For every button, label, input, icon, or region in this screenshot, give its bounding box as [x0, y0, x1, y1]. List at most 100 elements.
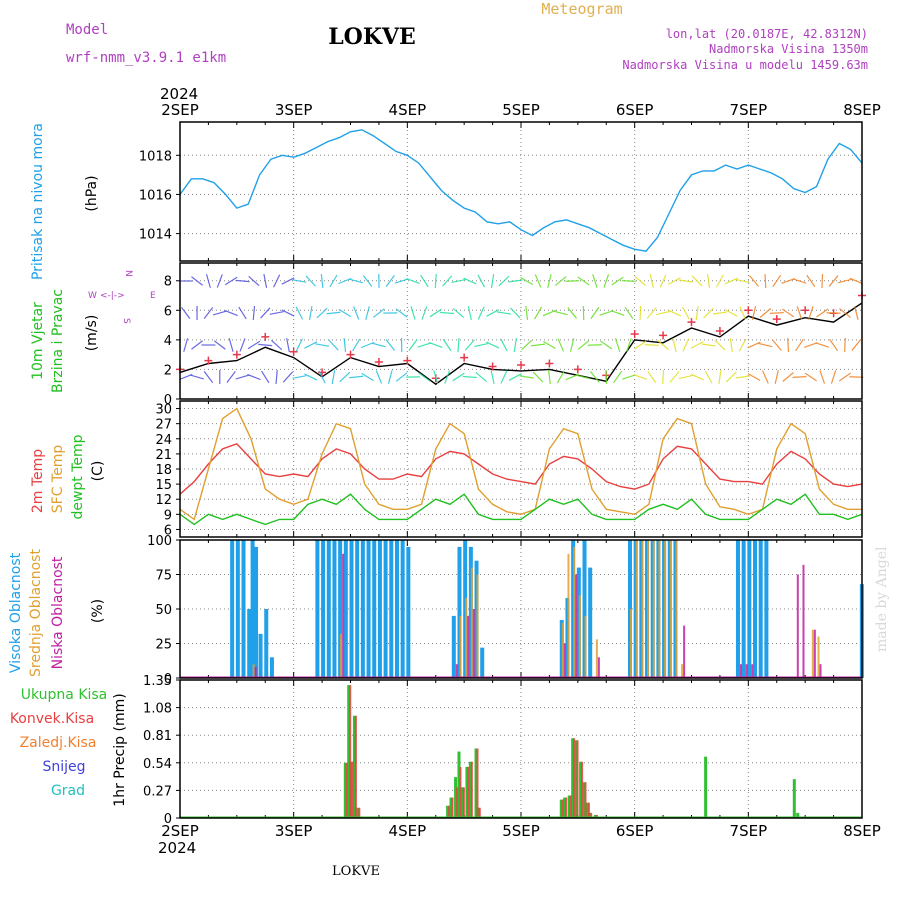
bar-convective — [478, 807, 481, 818]
bar-low — [739, 664, 742, 678]
model-name: wrf-nmm_v3.9.1 e1km — [66, 50, 226, 66]
wind-gust-marker — [403, 356, 412, 365]
bar-mid — [817, 636, 820, 678]
wind-gust-marker — [261, 332, 270, 341]
bar-convective — [573, 738, 576, 818]
precip-legend-label: Zaledj.Kisa — [20, 735, 97, 751]
bar-high — [250, 540, 255, 678]
y-tick-label: 6 — [164, 304, 172, 319]
bar-mid — [647, 540, 650, 678]
precip-unit: 1hr Precip (mm) — [112, 693, 128, 806]
compass-ew-arrow: <-|-> — [100, 291, 125, 301]
bar-total — [449, 797, 453, 818]
bar-high — [349, 540, 354, 678]
bar-mid — [669, 540, 672, 678]
wind-arrow — [599, 310, 614, 316]
wind-arrow — [838, 372, 852, 382]
wind-arrow — [703, 307, 714, 319]
wind-arrow — [271, 339, 283, 351]
wind-arrow — [839, 308, 851, 318]
wind-arrow — [804, 372, 817, 382]
wind-arrow — [622, 374, 636, 380]
bar-convective — [590, 812, 593, 818]
time-tick-label: 8SEP — [843, 101, 881, 119]
compass-e: E — [150, 291, 156, 301]
compass-n: N — [123, 270, 133, 277]
panel-frame — [179, 262, 863, 400]
bar-high — [343, 540, 348, 678]
y-tick-label: 0 — [164, 812, 172, 827]
bar-high — [377, 540, 382, 678]
wind-arrow — [349, 375, 364, 379]
bar-high — [451, 615, 456, 678]
y-tick-label: 75 — [155, 569, 172, 584]
wind-gust-marker — [204, 356, 213, 365]
bar-mid — [658, 540, 661, 678]
bar-mid — [652, 540, 655, 678]
time-tick-label: 3SEP — [275, 101, 313, 119]
wind-arrow — [774, 370, 779, 384]
wind-arrow — [577, 276, 590, 286]
bar-low — [802, 564, 805, 678]
bar-high — [258, 633, 263, 678]
bar-mid — [641, 540, 644, 678]
wind-arrow — [477, 306, 485, 320]
bar-convective — [459, 766, 462, 818]
wind-arrow — [815, 342, 830, 348]
compass-s: S — [121, 318, 131, 324]
wind-arrow — [498, 275, 510, 287]
wind-arrow — [408, 338, 418, 352]
wind-gust-marker — [659, 331, 668, 340]
wind-arrow — [224, 276, 238, 286]
bar-convective — [358, 807, 361, 818]
wind-arrow — [365, 306, 370, 320]
wind-arrow — [567, 307, 578, 319]
wind-arrow — [759, 308, 772, 318]
wind-arrow — [690, 341, 704, 349]
time-tick-label: 2SEP — [161, 822, 199, 840]
wind-arrow — [634, 340, 647, 350]
wind-arrow — [701, 343, 716, 347]
wind-arrow — [553, 310, 568, 316]
wind-arrow — [787, 337, 790, 353]
wind-arrow — [769, 312, 784, 314]
y-tick-label: 15 — [155, 478, 172, 493]
wind-arrow — [695, 305, 699, 321]
wind-gust-marker — [687, 318, 696, 327]
bar-mid — [675, 540, 678, 678]
wind-arrow — [180, 307, 191, 319]
wind-arrow — [633, 374, 648, 380]
wind-arrow — [603, 274, 610, 288]
y-tick-label: 0.27 — [143, 784, 172, 799]
bar-mid — [470, 567, 473, 678]
lonlat-label: lon,lat (20.0187E, 42.8312N) — [666, 27, 868, 41]
panel-precip: 0 0.27 0.54 0.81 1.08 1.35 — [143, 674, 863, 827]
bar-high — [264, 609, 269, 678]
wind-arrow — [691, 275, 703, 287]
y-tick-label: 0.81 — [143, 729, 172, 744]
wind-arrow — [782, 372, 794, 382]
wind-arrow — [203, 371, 214, 383]
model-label: Model — [66, 22, 108, 38]
time-tick-label: 4SEP — [389, 101, 427, 119]
footer-location: LOKVE — [332, 864, 380, 879]
wind-arrow — [226, 371, 236, 383]
bar-mid — [459, 615, 462, 678]
wind-arrow — [613, 370, 623, 384]
wind-arrow — [808, 306, 814, 320]
panel-frame — [179, 539, 863, 679]
precip-legend-label: Konvek.Kisa — [10, 711, 94, 727]
bar-high — [355, 540, 360, 678]
bar-convective — [476, 748, 479, 818]
wind-arrow — [452, 307, 465, 319]
wind-arrow — [590, 306, 600, 320]
wind-arrow — [434, 273, 437, 289]
y-tick-label: 30 — [155, 403, 172, 418]
wind-arrow — [590, 371, 600, 383]
panel-wind: 0 2 4 6 8 — [164, 262, 866, 408]
wind-arrow — [792, 376, 807, 378]
wind-arrow — [682, 338, 690, 352]
panel-frame — [179, 679, 863, 819]
wind-arrow — [216, 274, 223, 288]
